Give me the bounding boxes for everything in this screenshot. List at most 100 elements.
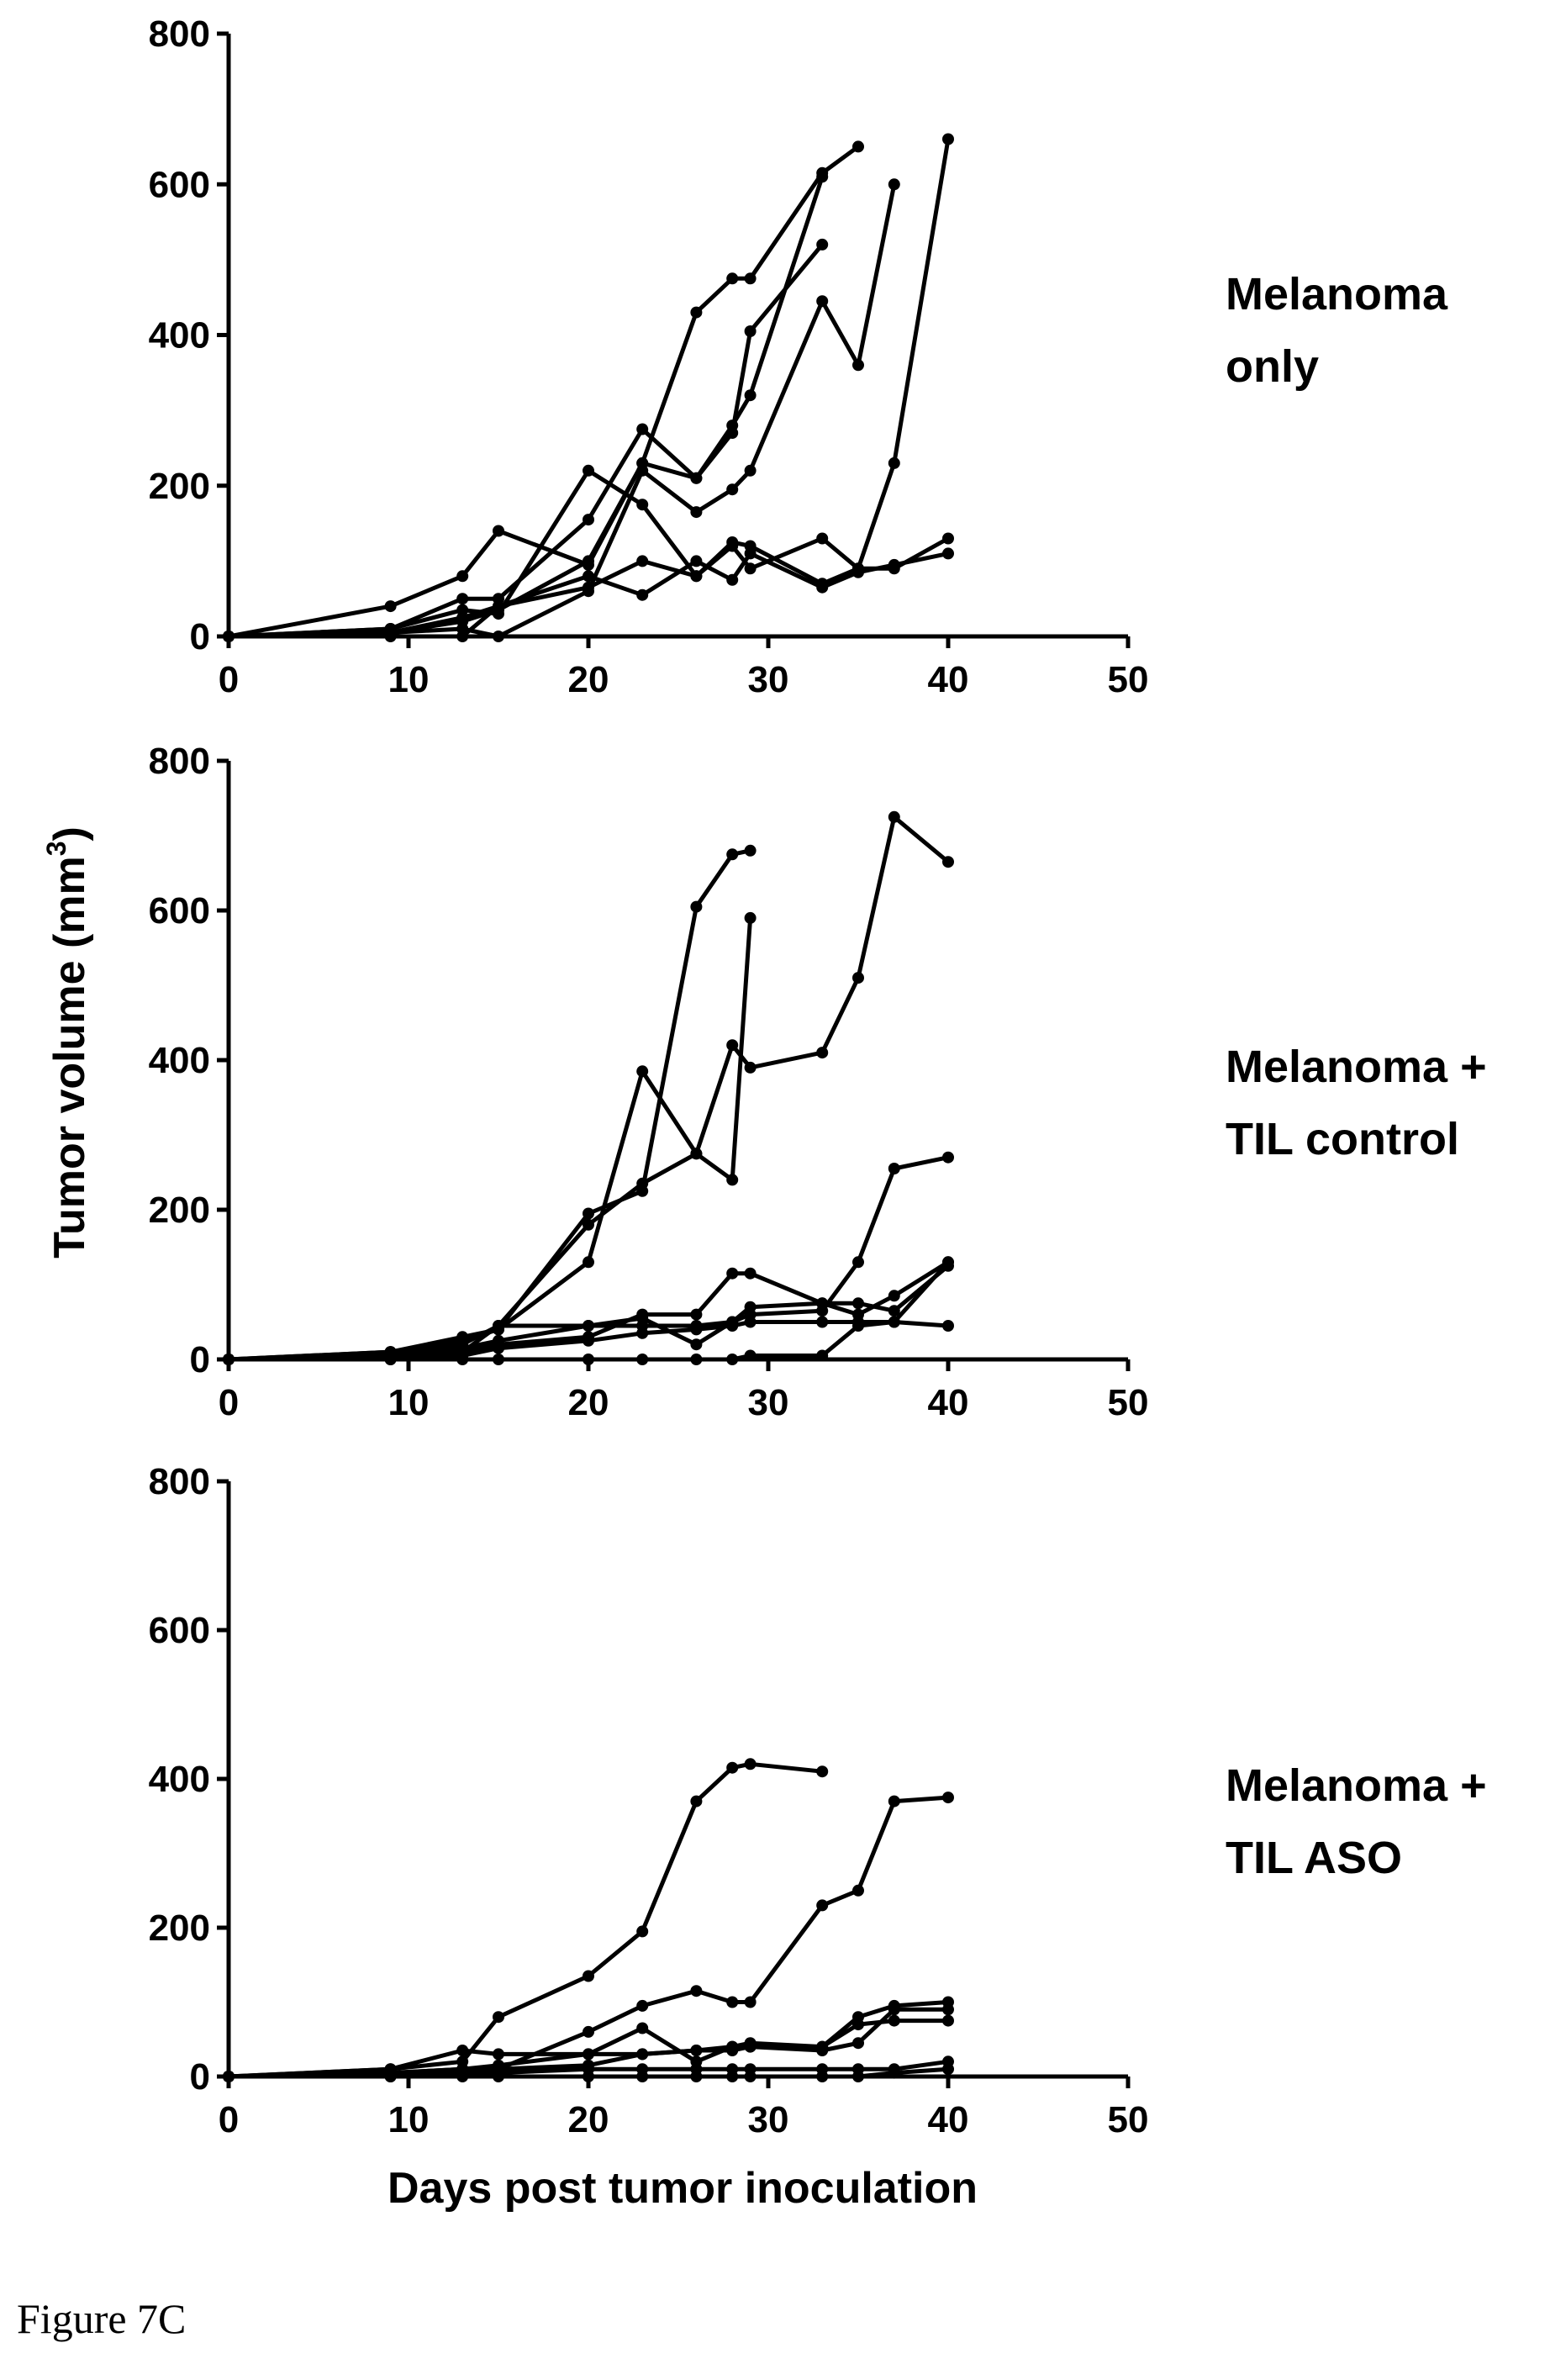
data-point <box>384 626 397 639</box>
x-tick-label: 40 <box>928 2099 969 2140</box>
data-point <box>690 1323 703 1336</box>
panel-label-line: Melanoma + <box>1226 1042 1487 1092</box>
data-point <box>636 588 649 601</box>
data-point <box>456 631 469 642</box>
data-point <box>583 514 594 526</box>
data-point <box>942 2003 954 2016</box>
data-point <box>456 570 469 583</box>
data-point <box>493 2011 504 2024</box>
data-point <box>493 631 504 642</box>
y-tick-label: 600 <box>149 164 210 205</box>
data-point <box>816 1047 829 1059</box>
data-point <box>888 1163 900 1174</box>
data-point <box>690 306 703 319</box>
x-tick-label: 10 <box>388 659 430 700</box>
data-point <box>888 2003 900 2016</box>
x-tick-label: 30 <box>748 659 789 700</box>
data-point <box>456 2071 469 2082</box>
data-point <box>852 2019 864 2031</box>
data-point <box>493 1342 504 1354</box>
x-tick-label: 50 <box>1108 2099 1149 2140</box>
panel-label-line: only <box>1226 341 1319 392</box>
series-line-2 <box>228 243 825 639</box>
data-point <box>223 631 235 642</box>
data-point <box>816 1899 829 1912</box>
data-point <box>636 1999 649 2012</box>
data-point <box>888 1316 900 1328</box>
y-tick-label: 200 <box>149 1190 210 1231</box>
data-point <box>636 1354 649 1365</box>
figure-caption: Figure 7C <box>17 2295 186 2342</box>
data-point <box>744 389 757 402</box>
x-tick-label: 20 <box>568 659 609 700</box>
y-axis-title: Tumor volume (mm3) <box>41 826 94 1259</box>
data-point <box>726 540 739 552</box>
data-point <box>744 2040 757 2053</box>
data-point <box>690 2071 703 2082</box>
chart-panel-3: 0 200 400 600 800 0 10 20 30 40 50 Melanoma + TIL AS… <box>149 1461 1487 2140</box>
data-point <box>583 2071 594 2082</box>
data-point <box>636 2022 649 2034</box>
data-point <box>583 1218 594 1231</box>
data-point <box>690 1338 703 1351</box>
data-point <box>690 1308 703 1321</box>
y-tick-label: 400 <box>149 1759 210 1800</box>
data-point <box>636 555 649 567</box>
data-point <box>583 2025 594 2038</box>
y-tick-label: 800 <box>149 1461 210 1502</box>
data-point <box>888 2066 900 2079</box>
data-point <box>744 1996 757 2008</box>
data-point <box>942 1320 954 1332</box>
data-point <box>744 547 757 560</box>
x-tick-label: 50 <box>1108 1382 1149 1423</box>
data-point <box>816 171 829 183</box>
data-point <box>744 2071 757 2082</box>
x-tick-label: 40 <box>928 659 969 700</box>
data-point <box>852 2071 864 2082</box>
data-point <box>384 600 397 613</box>
data-point <box>384 2071 397 2082</box>
data-point <box>493 600 504 613</box>
data-point <box>636 2071 649 2082</box>
data-point <box>726 2040 739 2053</box>
data-point <box>744 562 757 575</box>
data-point <box>942 856 954 868</box>
data-point <box>690 900 703 913</box>
x-tick-label: 0 <box>219 2099 239 2140</box>
data-point <box>744 1316 757 1328</box>
data-point <box>744 272 757 285</box>
panel-label-line: TIL ASO <box>1226 1833 1402 1883</box>
data-point <box>744 464 757 477</box>
data-point <box>942 1792 954 1804</box>
data-point <box>888 456 900 469</box>
panel-label: Melanoma + TIL control <box>1226 1042 1487 1164</box>
data-point <box>583 2048 594 2061</box>
x-tick-label: 0 <box>219 1382 239 1423</box>
y-tick-label: 200 <box>149 466 210 507</box>
y-tick-label: 800 <box>149 741 210 782</box>
data-point <box>583 1207 594 1220</box>
data-point <box>888 1305 900 1317</box>
data-point <box>690 506 703 519</box>
x-tick-label: 10 <box>388 1382 430 1423</box>
data-point <box>690 1985 703 1997</box>
data-point <box>583 555 594 567</box>
data-point <box>852 1297 864 1310</box>
panel-label-line: Melanoma <box>1226 269 1448 319</box>
data-point <box>852 140 864 153</box>
y-axis-title-close: ) <box>45 826 94 841</box>
data-point <box>816 2040 829 2053</box>
panel-label: Melanoma + TIL ASO <box>1226 1760 1487 1883</box>
series-line-1 <box>228 848 751 1362</box>
y-tick-label: 600 <box>149 890 210 931</box>
data-point <box>726 272 739 285</box>
data-point <box>726 1996 739 2008</box>
data-point <box>852 1320 864 1332</box>
data-point <box>636 1308 649 1321</box>
data-point <box>852 359 864 372</box>
series-line-4 <box>228 183 897 639</box>
data-point <box>744 1301 757 1313</box>
data-point <box>942 532 954 545</box>
data-point <box>726 1354 739 1365</box>
